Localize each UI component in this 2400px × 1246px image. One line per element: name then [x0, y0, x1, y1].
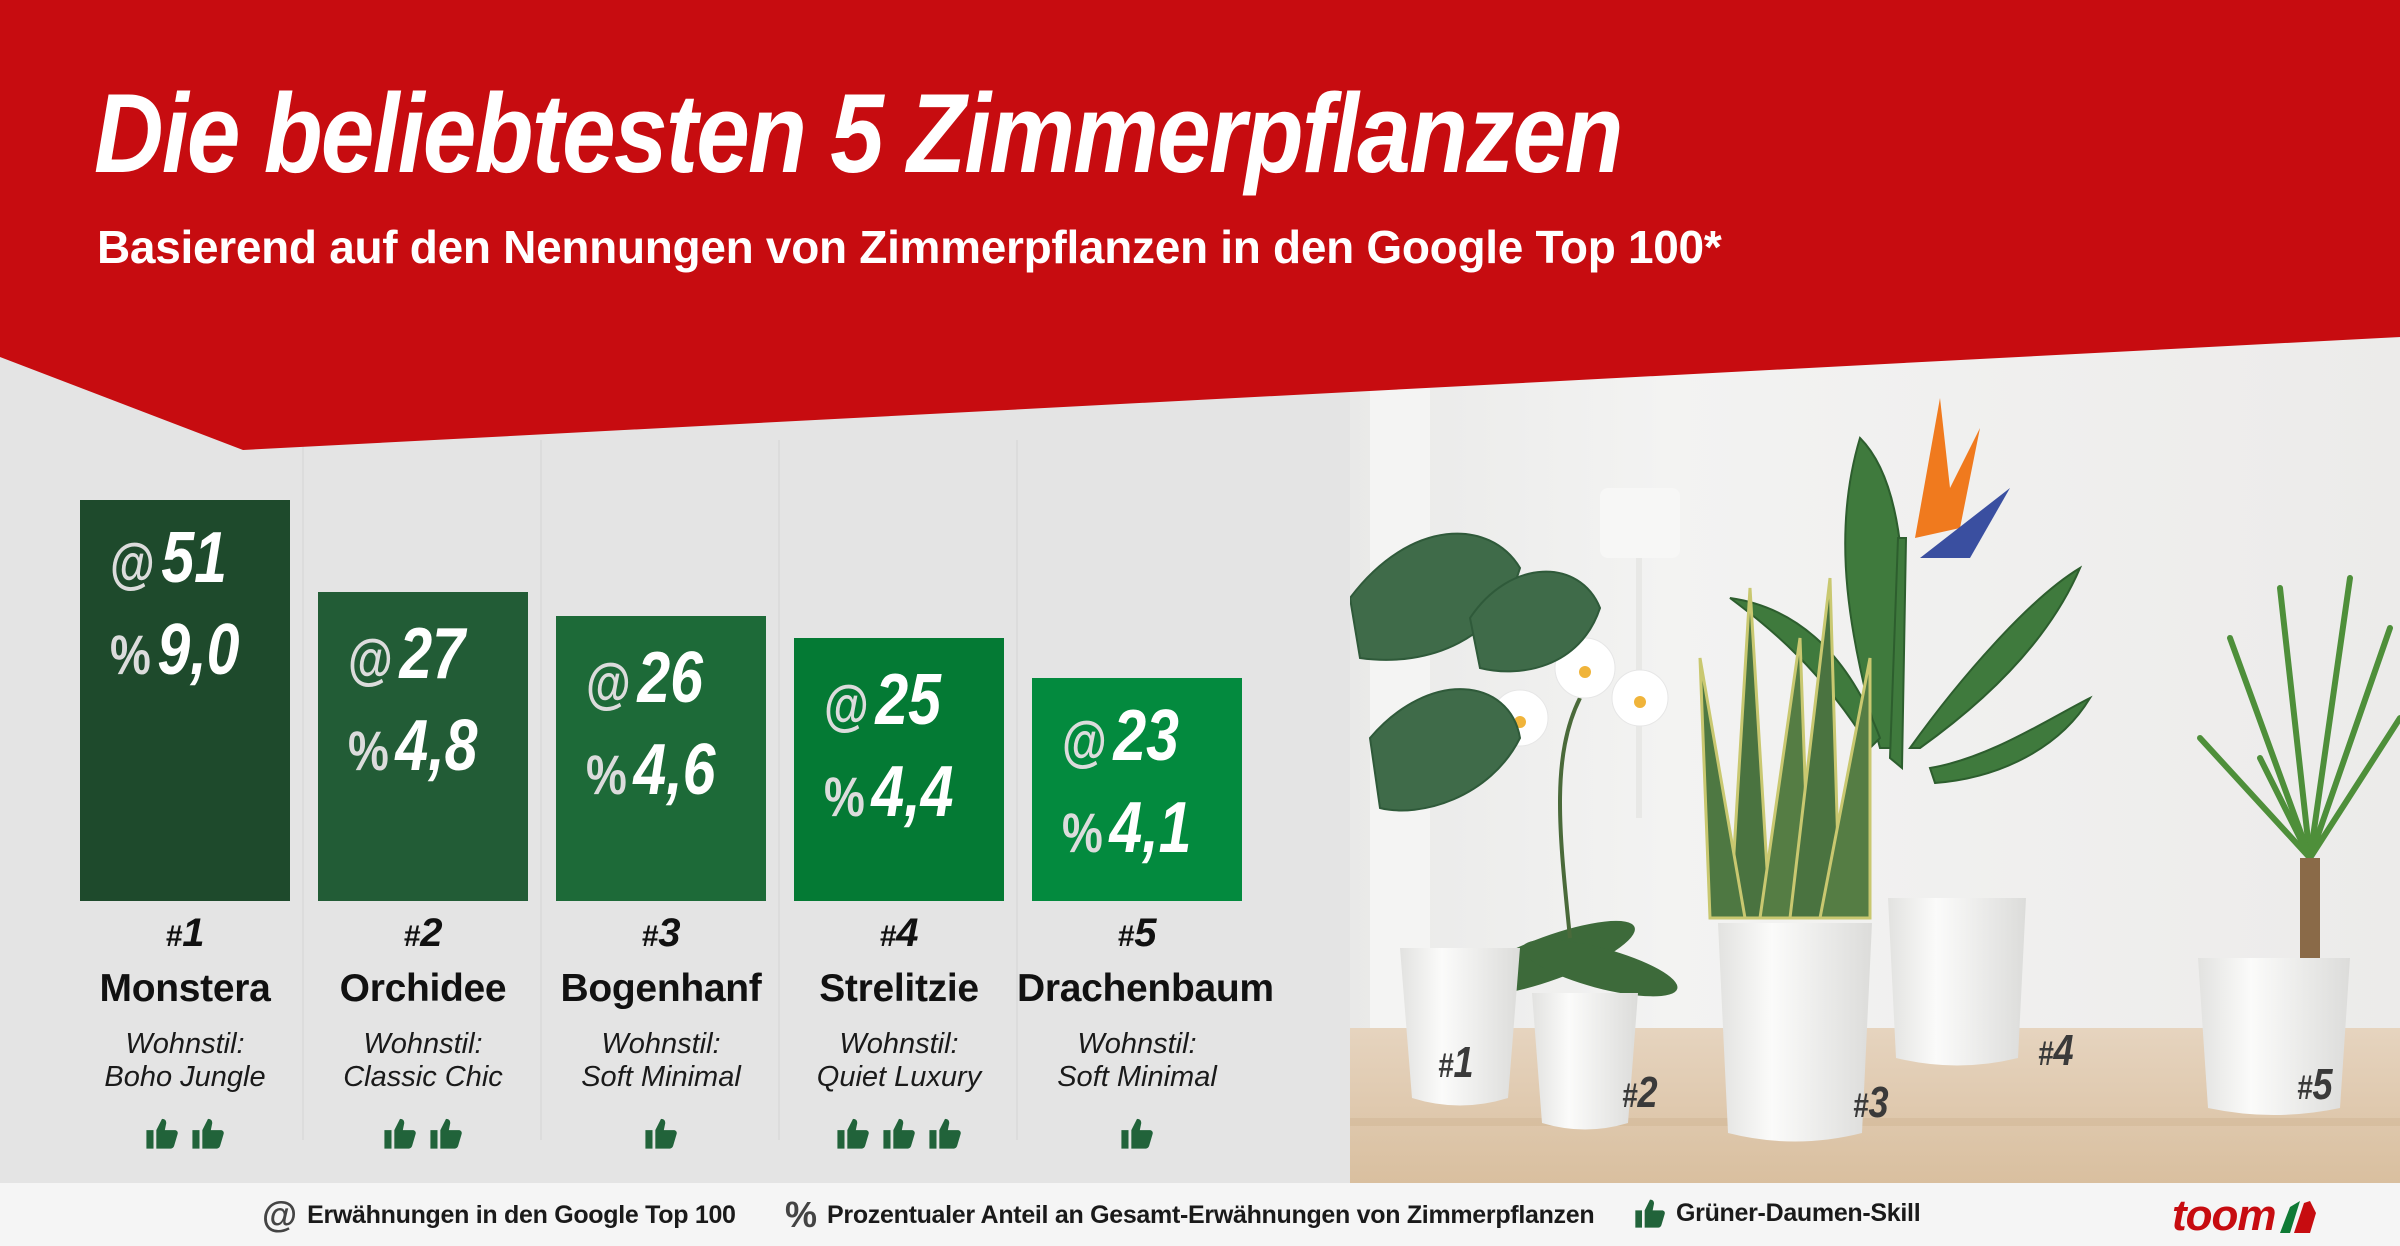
thumbs-up-icon [929, 1118, 961, 1149]
legend-thumb: Grüner-Daumen-Skill [1634, 1197, 1921, 1229]
thumb-rating [541, 1116, 781, 1152]
legend-thumb-label: Grüner-Daumen-Skill [1676, 1198, 1921, 1227]
thumb-rating [779, 1116, 1019, 1152]
rank-label: #2 [403, 911, 443, 955]
plant-name: Orchidee [339, 967, 507, 1010]
percent-icon: % [110, 623, 151, 686]
rank-label: #3 [641, 911, 681, 955]
pot-label-3: #3 [1853, 1078, 1889, 1127]
bar-monstera: @51 %9,0 [80, 500, 290, 901]
percent-value: 4,6 [633, 730, 716, 810]
legend-mentions: @ Erwähnungen in den Google Top 100 [262, 1197, 736, 1233]
bar-drachenbaum: @23 %4,1 [1032, 678, 1242, 901]
mentions-value: 25 [875, 660, 942, 740]
percent-icon: % [1062, 801, 1103, 864]
legend-percent-label: Prozentualer Anteil an Gesamt-Erwähnunge… [827, 1200, 1595, 1229]
thumbs-up-icon [645, 1118, 677, 1149]
plant-name: Drachenbaum [1017, 967, 1274, 1010]
column-divider [1016, 440, 1018, 1140]
plant-info-drachenbaum: #5 Drachenbaum Wohnstil: Soft Minimal [1017, 911, 1274, 1152]
toom-logo: toom [2172, 1191, 2318, 1241]
thumbs-up-icon [1121, 1118, 1153, 1149]
legend-mentions-label: Erwähnungen in den Google Top 100 [307, 1200, 736, 1229]
mentions-value: 23 [1113, 696, 1180, 776]
percent-icon: % [785, 1194, 818, 1235]
plant-name: Monstera [99, 967, 271, 1010]
column-divider [540, 440, 542, 1140]
logo-wordmark: toom [2172, 1191, 2277, 1240]
mentions-value: 26 [637, 638, 704, 718]
style-value: Soft Minimal [1057, 1061, 1217, 1093]
bar-bogenhanf: @26 %4,6 [556, 616, 766, 901]
thumbs-up-icon [146, 1118, 178, 1149]
percent-value: 4,8 [395, 706, 478, 786]
pot-label-5: #5 [2297, 1060, 2333, 1109]
style-value: Classic Chic [343, 1061, 503, 1093]
rank-label: #5 [1117, 911, 1157, 955]
bar-values: @26 %4,6 [586, 642, 715, 806]
bar-strelitzie: @25 %4,4 [794, 638, 1004, 901]
at-icon: @ [1062, 709, 1107, 772]
style-label: Wohnstil: [601, 1028, 721, 1060]
plants-illustration [1350, 338, 2400, 1183]
thumbs-up-icon [883, 1118, 915, 1149]
plants-photo: #1 #2 #3 #4 #5 [1350, 338, 2400, 1183]
style-value: Quiet Luxury [816, 1061, 982, 1093]
mentions-value: 51 [161, 518, 228, 598]
pot-label-4: #4 [2038, 1026, 2074, 1075]
at-icon: @ [824, 673, 869, 736]
page-subtitle: Basierend auf den Nennungen von Zimmerpf… [97, 221, 1722, 273]
thumbs-up-icon [192, 1118, 224, 1149]
style-label: Wohnstil: [125, 1028, 245, 1060]
percent-icon: % [348, 719, 389, 782]
thumb-rating [1017, 1116, 1257, 1152]
column-divider [302, 440, 304, 1140]
percent-value: 4,4 [871, 752, 954, 832]
column-divider [778, 440, 780, 1140]
at-icon: @ [586, 651, 631, 714]
thumbs-up-icon [837, 1118, 869, 1149]
bar-orchidee: @27 %4,8 [318, 592, 528, 901]
pot-label-2: #2 [1622, 1068, 1658, 1117]
at-icon: @ [110, 531, 155, 594]
style-label: Wohnstil: [363, 1028, 483, 1060]
style-label: Wohnstil: [839, 1028, 959, 1060]
thumbs-up-icon [430, 1118, 462, 1149]
rank-label: #1 [165, 911, 205, 955]
plant-info-monstera: #1 Monstera Wohnstil: Boho Jungle [65, 912, 305, 1152]
thumb-rating [303, 1116, 543, 1152]
style-value: Soft Minimal [581, 1061, 741, 1093]
plant-info-orchidee: #2 Orchidee Wohnstil: Classic Chic [303, 912, 543, 1152]
bar-values: @23 %4,1 [1062, 700, 1191, 864]
header-banner [0, 0, 2400, 450]
percent-value: 9,0 [157, 610, 240, 690]
style-value: Boho Jungle [104, 1061, 266, 1093]
thumbs-up-icon [1635, 1199, 1665, 1228]
bar-values: @25 %4,4 [824, 664, 953, 828]
percent-value: 4,1 [1109, 788, 1192, 868]
plant-info-strelitzie: #4 Strelitzie Wohnstil: Quiet Luxury [779, 912, 1019, 1152]
legend-footer: @ Erwähnungen in den Google Top 100 % Pr… [0, 1183, 2400, 1246]
at-icon: @ [262, 1194, 298, 1235]
thumbs-up-icon [384, 1118, 416, 1149]
plant-name: Bogenhanf [560, 967, 762, 1010]
at-icon: @ [348, 627, 393, 690]
logo-house-icon [2279, 1201, 2316, 1233]
pot-label-1: #1 [1438, 1038, 1474, 1087]
plant-info-bogenhanf: #3 Bogenhanf Wohnstil: Soft Minimal [541, 912, 781, 1152]
percent-icon: % [586, 743, 627, 806]
bar-values: @51 %9,0 [110, 522, 239, 686]
legend-percent: % Prozentualer Anteil an Gesamt-Erwähnun… [785, 1194, 1595, 1235]
percent-icon: % [824, 765, 865, 828]
mentions-value: 27 [399, 614, 466, 694]
rank-label: #4 [879, 911, 919, 955]
thumb-rating [65, 1116, 305, 1152]
page-title: Die beliebtesten 5 Zimmerpflanzen [94, 71, 1623, 196]
plant-name: Strelitzie [819, 967, 979, 1010]
bar-values: @27 %4,8 [348, 618, 477, 782]
style-label: Wohnstil: [1077, 1028, 1197, 1060]
